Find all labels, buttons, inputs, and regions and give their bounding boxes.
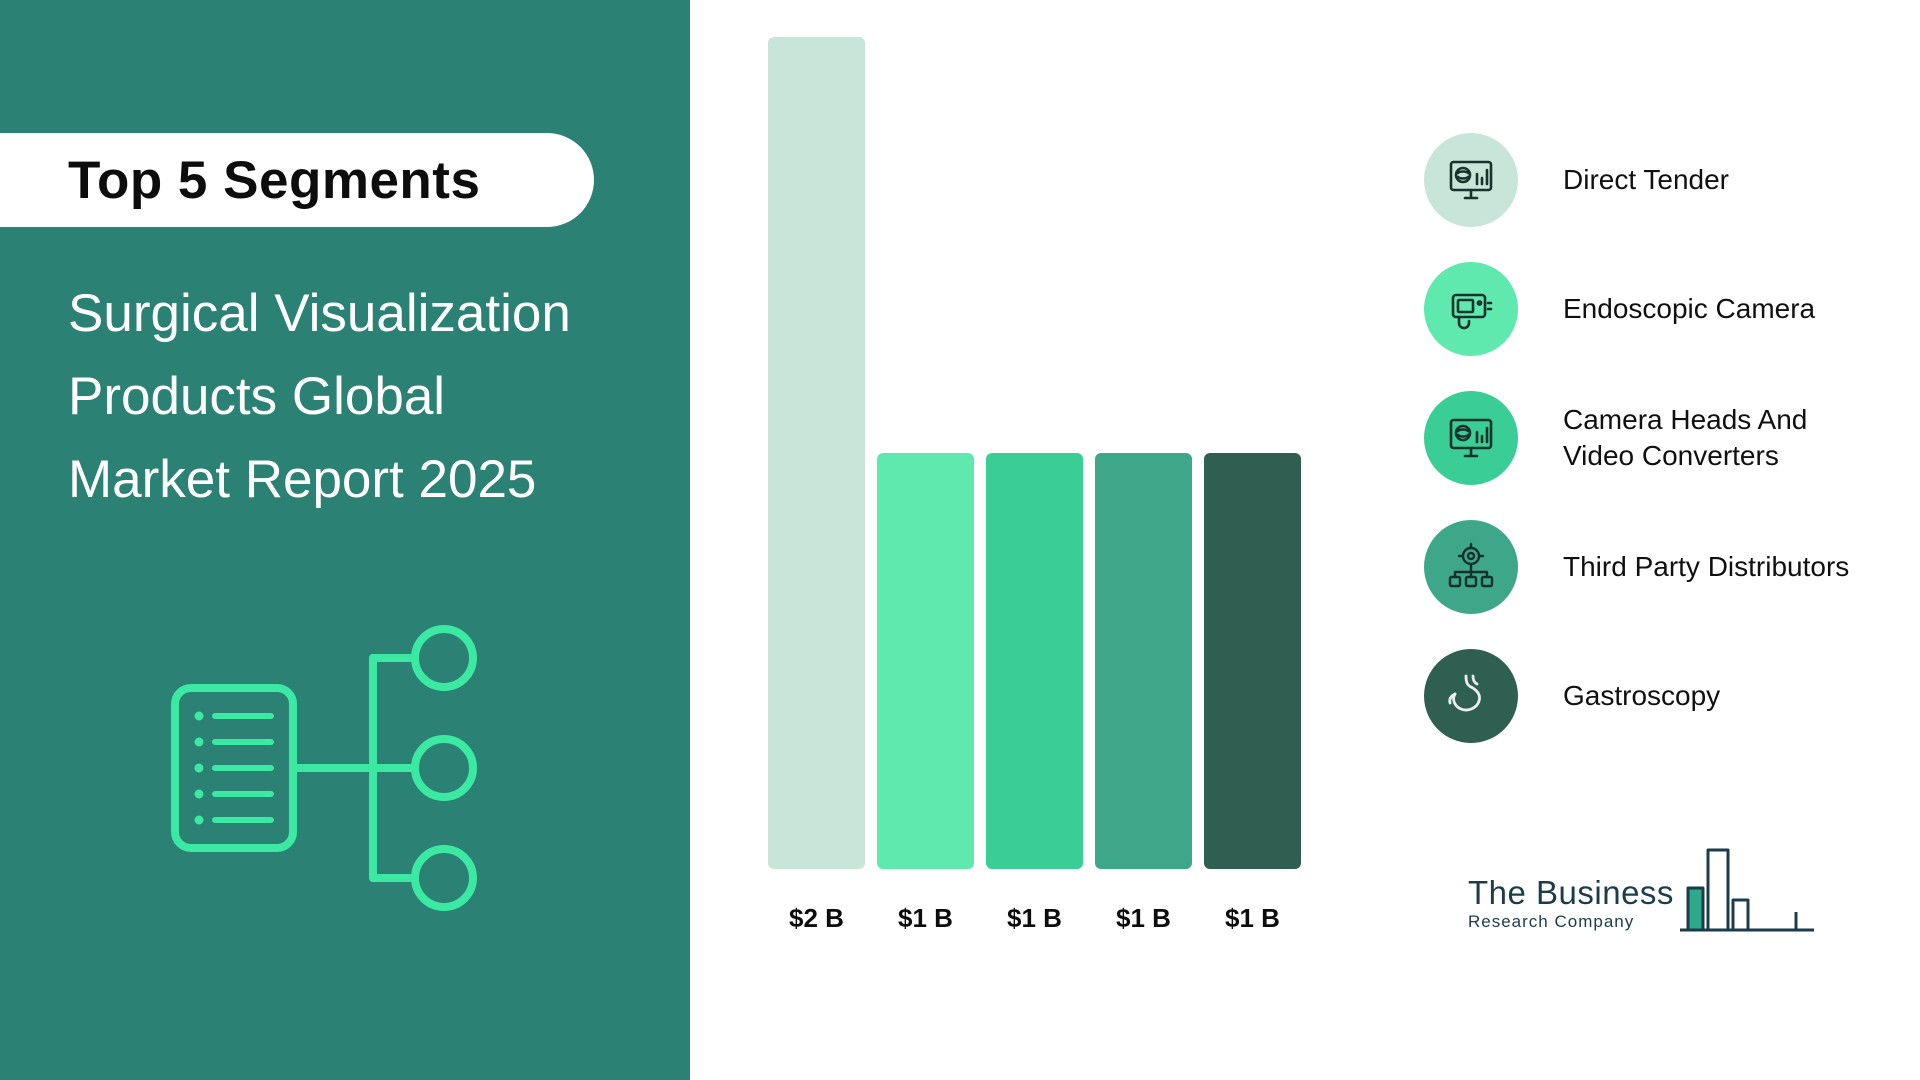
legend-item-camera-heads-and-video-converters: Camera Heads And Video Converters	[1424, 391, 1849, 485]
legend-label: Endoscopic Camera	[1563, 292, 1816, 324]
bar-gastroscopy	[1204, 453, 1301, 869]
segments-badge-label: Top 5 Segments	[68, 150, 481, 210]
logo-text: The Business Research Company	[1468, 874, 1674, 942]
bar-third-party-distributors	[1095, 453, 1192, 869]
logo-bars-icon	[1679, 848, 1814, 932]
company-logo: The Business Research Company	[1468, 842, 1818, 942]
logo-name-line2: Research Company	[1468, 912, 1635, 931]
legend-swatch	[1424, 133, 1518, 227]
report-title-line-2: Products Global	[68, 367, 446, 427]
legend-label: Direct Tender	[1563, 163, 1730, 195]
bar-value-label: $2 B	[789, 903, 844, 933]
legend-item-third-party-distributors: Third Party Distributors	[1424, 520, 1849, 614]
bar-chart-plot	[768, 37, 1301, 869]
legend-item-gastroscopy: Gastroscopy	[1424, 649, 1849, 743]
bar-value-label: $1 B	[898, 903, 953, 933]
monitor-analytics-icon	[1449, 160, 1493, 200]
legend-swatch	[1424, 520, 1518, 614]
legend-label: Gastroscopy	[1563, 679, 1721, 711]
stomach-icon	[1448, 674, 1481, 712]
bar-value-label: $1 B	[1225, 903, 1280, 933]
bar-direct-tender	[768, 37, 865, 869]
report-title-line-3: Market Report 2025	[68, 450, 537, 510]
legend-swatch	[1424, 262, 1518, 356]
legend-swatch	[1424, 649, 1518, 743]
legend-label: Third Party Distributors	[1563, 550, 1850, 582]
report-title: Surgical Visualization Products Global M…	[68, 272, 571, 522]
bar-value-labels: $2 B $1 B $1 B $1 B $1 B	[768, 903, 1301, 934]
sidebar: Top 5 Segments Surgical Visualization Pr…	[0, 0, 690, 1080]
legend-swatch	[1424, 391, 1518, 485]
bar-camera-heads-and-video-converters	[986, 453, 1083, 869]
monitor-analytics-icon	[1449, 418, 1493, 458]
chart-legend: Direct Tender Endoscopic Camera	[1424, 133, 1849, 743]
report-title-line-1: Surgical Visualization	[68, 284, 571, 343]
legend-item-direct-tender: Direct Tender	[1424, 133, 1849, 227]
distribution-network-icon	[1448, 542, 1494, 588]
legend-item-endoscopic-camera: Endoscopic Camera	[1424, 262, 1849, 356]
legend-label: Camera Heads And Video Converters	[1563, 403, 1808, 471]
bar-value-label: $1 B	[1007, 903, 1062, 933]
document-mindmap-icon	[171, 625, 477, 911]
endoscopic-camera-icon	[1451, 293, 1493, 330]
logo-name-line1: The Business	[1468, 874, 1674, 911]
bar-endoscopic-camera	[877, 453, 974, 869]
segments-badge: Top 5 Segments	[0, 133, 594, 227]
bar-value-label: $1 B	[1116, 903, 1171, 933]
